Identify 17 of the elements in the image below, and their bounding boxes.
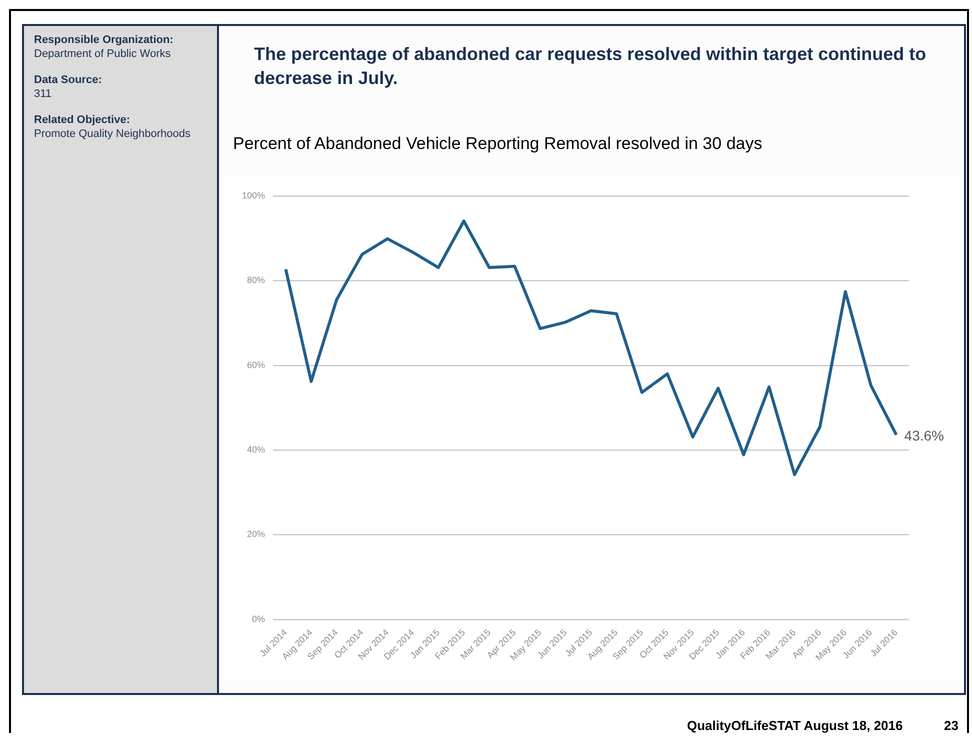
y-tick-label: 100% (242, 190, 266, 200)
y-tick-label: 40% (247, 444, 266, 455)
text: QualityOfLifeSTAT August 18, 2016 (687, 718, 903, 733)
text: 311 (34, 88, 53, 100)
data-label: 43.6% (904, 428, 944, 444)
y-tick-label: 0% (252, 614, 266, 624)
text: Responsible Organization: (34, 34, 174, 46)
text: Promote Quality Neighborhoods (34, 128, 192, 140)
text: Department of Public Works (34, 48, 172, 60)
source-note: Data Source: (34, 74, 103, 86)
chart-subtitle: Percent of Abandoned Vehicle Reporting Removal resolved in 30 days (233, 134, 762, 154)
chart-title: The percentage of abandoned car requests resolved within target continued to decrease in July. (254, 43, 928, 90)
y-tick-label: 60% (247, 360, 266, 370)
text: 23 (944, 718, 958, 733)
text: Related Objective: (34, 114, 131, 126)
y-tick-label: 80% (247, 275, 266, 286)
y-tick-label: 20% (247, 529, 266, 540)
